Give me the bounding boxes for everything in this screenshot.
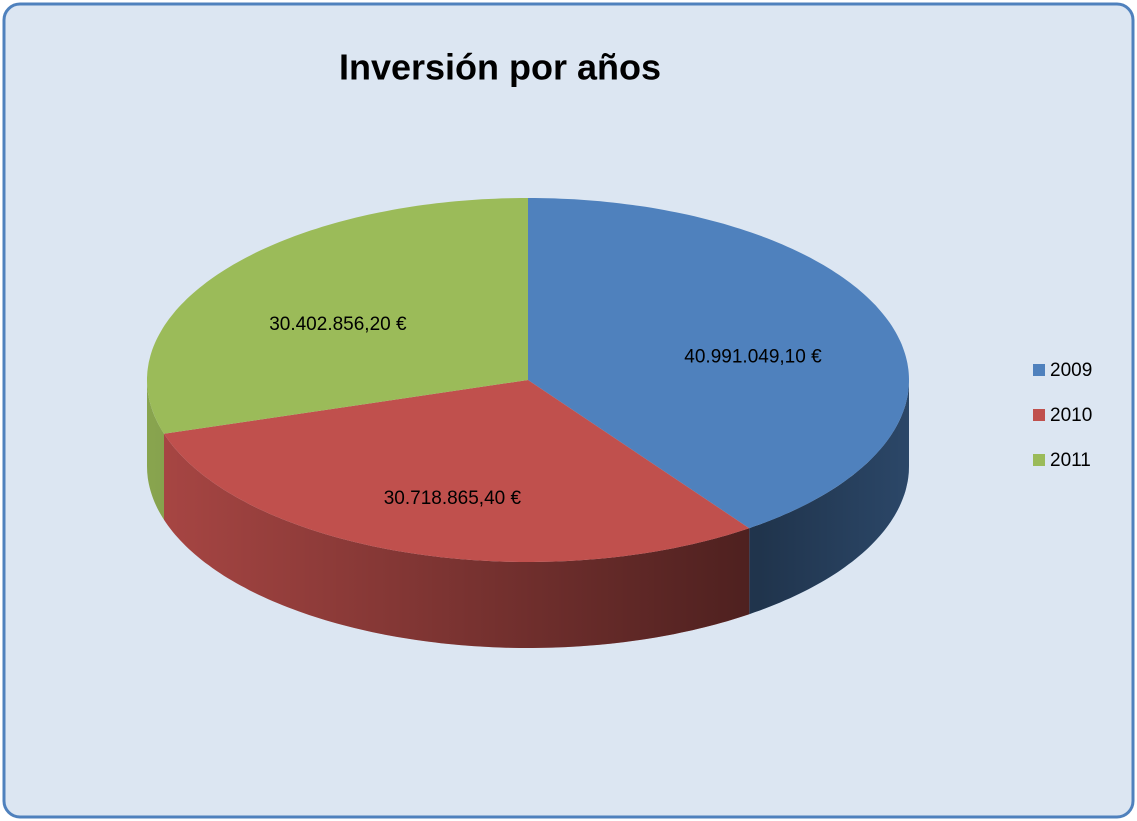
legend-swatch	[1033, 454, 1045, 466]
legend-label: 2009	[1050, 360, 1092, 381]
slice-side-shade	[749, 380, 909, 615]
slice-side-shade	[164, 433, 750, 648]
slice-side-shade	[147, 380, 164, 520]
legend-swatch	[1033, 409, 1045, 421]
legend-label: 2010	[1050, 405, 1092, 426]
chart-title: Inversión por años	[339, 47, 661, 88]
slice	[528, 198, 909, 529]
data-label: 30.718.865,40 €	[384, 488, 522, 509]
data-label: 40.991.049,10 €	[684, 347, 822, 368]
slice	[147, 198, 528, 434]
slice	[164, 380, 750, 562]
legend-swatch	[1033, 364, 1045, 376]
legend-label: 2011	[1050, 450, 1091, 471]
data-label: 30.402.856,20 €	[269, 314, 407, 335]
